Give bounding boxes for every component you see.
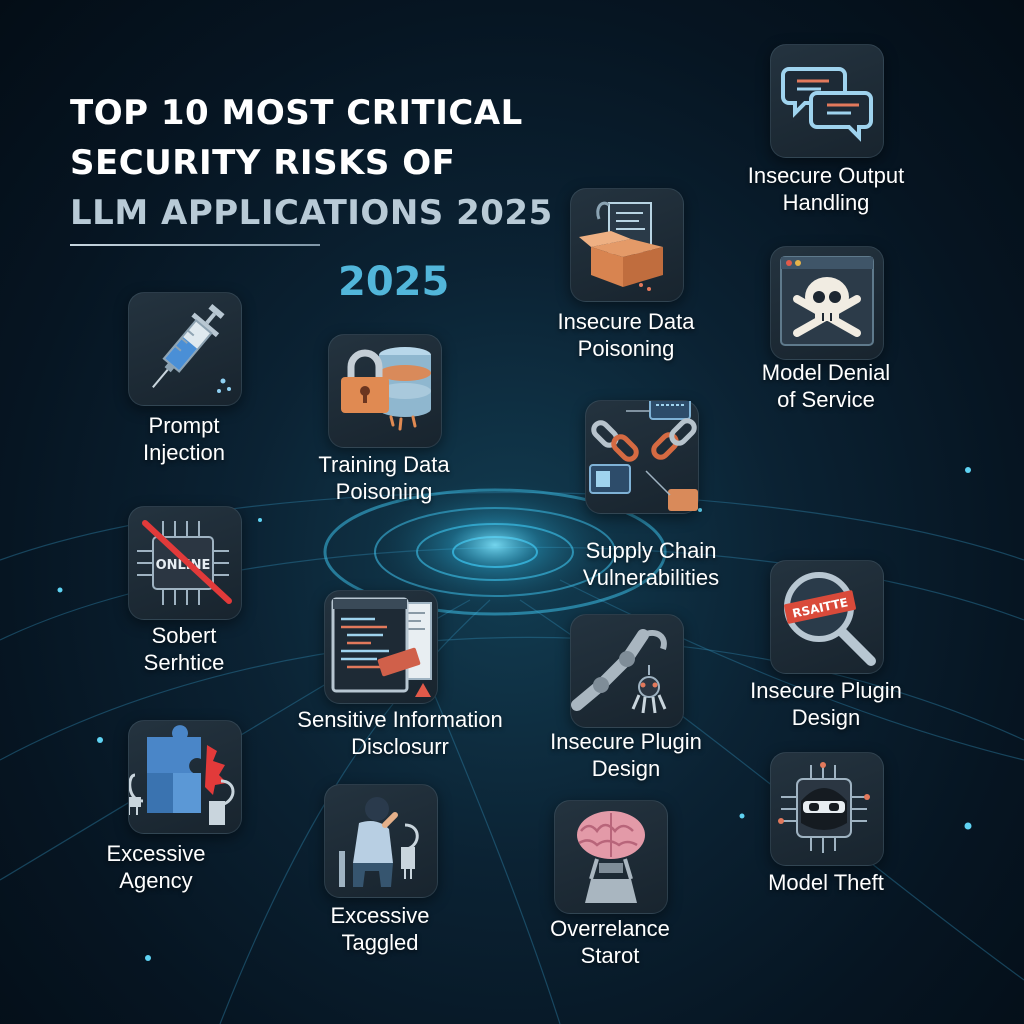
risk-label-sensitive-information-disclosure: Sensitive Information Disclosurr — [297, 707, 503, 759]
risk-label-sobert-serhtice: Sobert Serhtice — [143, 623, 225, 675]
robot-arm-icon — [571, 629, 667, 714]
title-divider — [70, 244, 320, 246]
title-line-1: TOP 10 MOST CRITICAL — [70, 93, 523, 133]
risk-label-prompt-injection: Prompt Injection — [143, 413, 225, 465]
risk-tile-overrelance-starot — [554, 800, 668, 914]
risk-tile-training-data-poisoning — [328, 334, 442, 448]
broken-chain-icon — [589, 401, 698, 511]
risk-label-insecure-plugin-design-center: Insecure Plugin Design — [550, 729, 702, 781]
risk-tile-excessive-agency — [128, 720, 242, 834]
risk-label-excessive-agency: Excessive Agency — [106, 841, 206, 893]
risk-label-excessive-taggled: Excessive Taggled — [330, 903, 430, 955]
risk-label-model-theft: Model Theft — [768, 870, 884, 895]
syringe-icon — [152, 304, 231, 393]
risk-tile-model-denial-of-service — [770, 246, 884, 360]
stressed-person-icon — [339, 797, 419, 887]
masked-thief-chip-icon — [778, 762, 870, 853]
network-nodes — [57, 467, 972, 961]
risk-label-insecure-data-poisoning: Insecure Data Poisoning — [557, 309, 695, 361]
crossed-chip-icon: ONLINE — [137, 520, 232, 605]
risk-tile-excessive-taggled — [324, 784, 438, 898]
risk-tile-insecure-data-poisoning — [570, 188, 684, 302]
light-beam — [454, 200, 536, 550]
puzzle-plug-icon — [129, 725, 235, 825]
risk-tile-sensitive-information-disclosure — [324, 590, 438, 704]
risk-label-overrelance-starot: Overrelance Starot — [550, 916, 670, 968]
risk-tile-insecure-output-handling — [770, 44, 884, 158]
risk-tile-insecure-plugin-design-right: RSAITTE — [770, 560, 884, 674]
risk-tile-model-theft — [770, 752, 884, 866]
risk-label-insecure-plugin-design-right: Insecure Plugin Design — [750, 678, 902, 730]
risk-label-training-data-poisoning: Training Data Poisoning — [318, 452, 450, 504]
risk-tile-supply-chain-vulnerabilities — [585, 400, 699, 514]
title-line-2: SECURITY RISKS OF — [70, 143, 456, 183]
brain-pedestal-icon — [577, 811, 645, 903]
chat-bubbles-icon — [781, 67, 873, 142]
risk-tile-insecure-plugin-design-center — [570, 614, 684, 728]
risk-label-model-denial-of-service: Model Denial of Service — [761, 360, 891, 412]
skull-crossbones-icon — [780, 256, 874, 346]
risk-label-insecure-output-handling: Insecure Output Handling — [747, 163, 905, 215]
lock-database-icon — [341, 347, 431, 431]
magnifier-icon: RSAITTE — [784, 572, 876, 666]
code-documents-icon — [331, 597, 432, 697]
risk-label-supply-chain-vulnerabilities: Supply Chain Vulnerabilities — [582, 538, 720, 590]
title-line-3: LLM APPLICATIONS 2025 — [70, 193, 553, 233]
risk-tile-sobert-serhtice: ONLINE — [128, 506, 242, 620]
year-label: 2025 — [338, 259, 450, 305]
open-box-document-icon — [579, 201, 663, 291]
risk-tile-prompt-injection — [128, 292, 242, 406]
